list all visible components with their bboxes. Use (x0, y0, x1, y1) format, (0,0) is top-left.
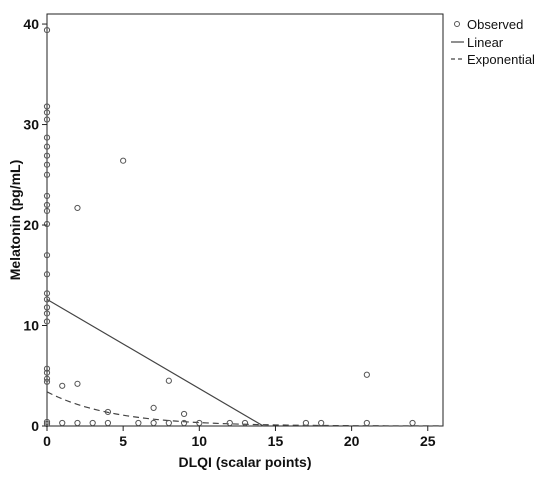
x-tick-label: 15 (268, 433, 284, 449)
observed-point (43, 103, 51, 110)
x-tick-label: 25 (420, 433, 436, 449)
y-tick-label: 30 (23, 117, 39, 133)
observed-point (43, 310, 51, 317)
legend-observed-marker (454, 21, 460, 27)
observed-point (43, 318, 51, 325)
observed-point (241, 419, 249, 427)
observed-point (43, 369, 51, 376)
legend: Observed Linear Exponential (451, 17, 535, 67)
observed-point (43, 296, 51, 303)
observed-point (180, 410, 188, 418)
plot-frame (46, 13, 444, 427)
observed-point (43, 375, 51, 382)
x-tick-label: 20 (344, 433, 360, 449)
observed-point (43, 161, 51, 168)
observed-point (180, 419, 188, 427)
observed-point (165, 419, 172, 427)
observed-point (43, 201, 51, 209)
observed-point (43, 252, 51, 259)
observed-point (59, 419, 66, 427)
exponential-fit-line (46, 391, 443, 427)
y-tick-label: 10 (23, 318, 39, 334)
y-tick-label: 20 (23, 217, 39, 233)
observed-point (43, 365, 51, 372)
x-axis-title: DLQI (scalar points) (178, 454, 311, 470)
observed-point (318, 419, 325, 427)
observed-point (43, 134, 51, 141)
observed-point (150, 419, 157, 427)
observed-point (363, 371, 370, 378)
observed-point (43, 143, 51, 150)
observed-point (74, 204, 81, 212)
observed-point (43, 152, 51, 159)
linear-fit-line (46, 298, 264, 427)
x-tick-label: 10 (192, 433, 208, 449)
observed-point (104, 419, 112, 427)
observed-point (43, 378, 51, 385)
observed-point (196, 419, 203, 427)
observed-point (74, 419, 81, 427)
observed-point (43, 192, 51, 199)
observed-point (89, 419, 96, 427)
legend-exponential-label: Exponential (467, 52, 535, 67)
y-tick-label: 0 (31, 418, 39, 434)
observed-point (226, 419, 233, 427)
observed-point (43, 290, 51, 297)
legend-observed-label: Observed (467, 17, 523, 32)
observed-point (43, 26, 51, 34)
observed-point (104, 408, 112, 416)
observed-point (302, 419, 310, 427)
observed-point (135, 419, 142, 427)
observed-point (43, 207, 51, 215)
observed-point (74, 380, 81, 387)
x-tick-label: 0 (43, 433, 51, 449)
y-axis-title: Melatonin (pg/mL) (7, 160, 23, 281)
x-tick-label: 5 (119, 433, 127, 449)
observed-point (43, 171, 51, 178)
observed-point (43, 304, 51, 311)
observed-point (59, 382, 66, 389)
observed-point (150, 404, 157, 412)
legend-linear-label: Linear (467, 35, 504, 50)
y-tick-label: 40 (23, 16, 39, 32)
observed-point (363, 419, 370, 427)
observed-point (43, 116, 51, 123)
observed-point (43, 271, 51, 278)
observed-point (43, 220, 51, 228)
observed-point (165, 377, 172, 384)
observed-point (43, 109, 51, 116)
observed-point (409, 419, 416, 427)
observed-point (43, 418, 51, 426)
observed-point (120, 157, 127, 164)
